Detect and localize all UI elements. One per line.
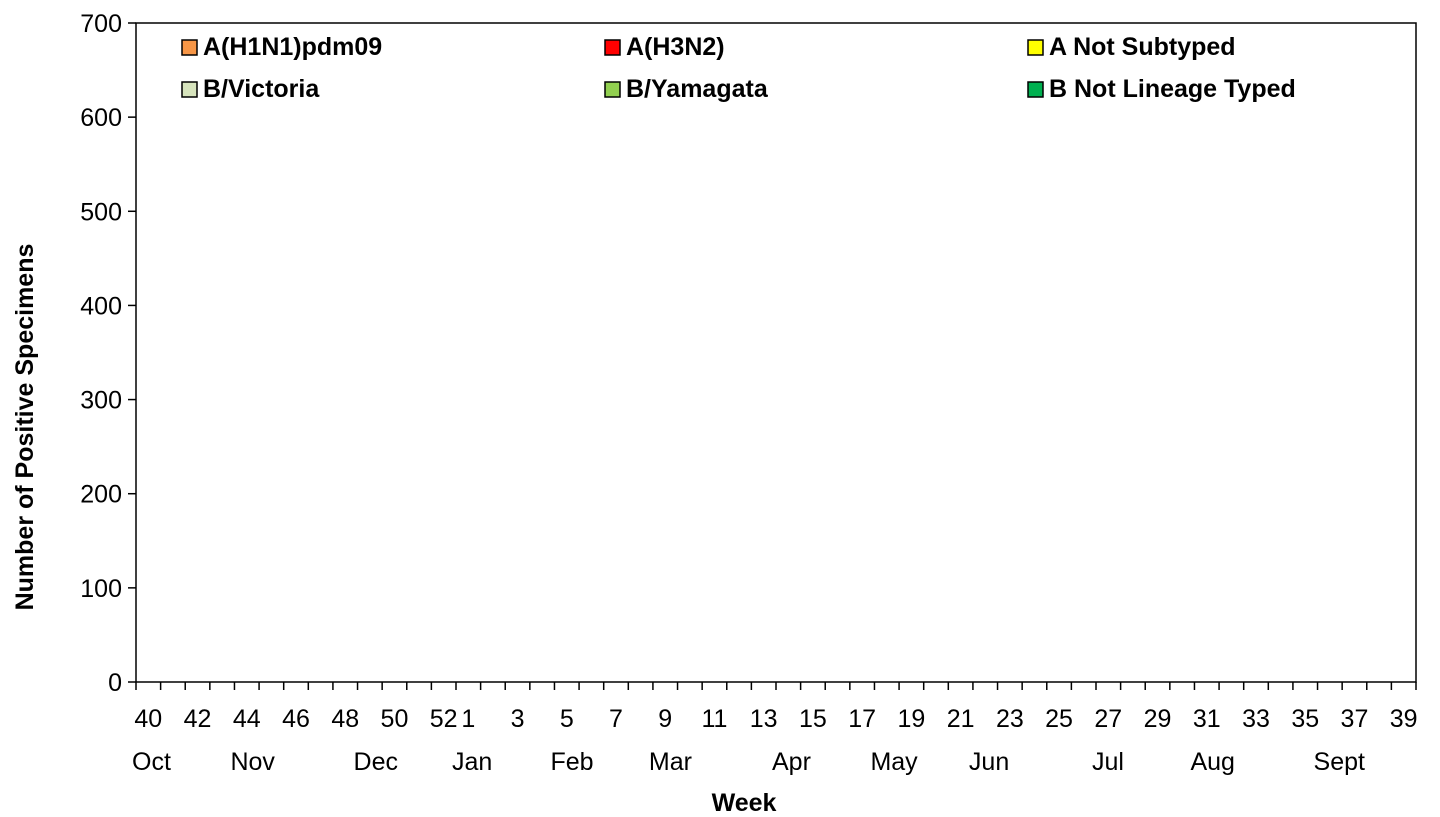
x-tick-label: 5 (560, 705, 574, 733)
x-tick-label: 27 (1094, 705, 1122, 733)
plot-area (135, 22, 1417, 683)
month-label: Oct (132, 748, 171, 776)
legend-swatch (1027, 81, 1044, 98)
y-tick-label: 400 (80, 292, 122, 320)
x-tick-label: 29 (1144, 705, 1172, 733)
x-tick-label: 3 (511, 705, 525, 733)
legend-item: A(H1N1)pdm09 (181, 33, 382, 61)
x-axis: 40 42 44 46 48 50 52 1 3 5 7 9 11 13 15 17 19 21 23 25 27 29 3… (132, 682, 1418, 776)
x-tick-label: 1 (461, 705, 475, 733)
x-axis-title: Week (712, 789, 777, 817)
y-tick-label: 500 (80, 198, 122, 226)
x-tick-label: 23 (996, 705, 1024, 733)
month-label: Sept (1314, 748, 1365, 776)
x-tick-label: 9 (658, 705, 672, 733)
legend: A(H1N1)pdm09 A(H3N2) A Not Subtyped B/Victo… (181, 33, 1296, 103)
x-tick-label: 48 (331, 705, 359, 733)
x-tick-label: 17 (848, 705, 876, 733)
x-tick-label: 25 (1045, 705, 1073, 733)
y-tick-label: 300 (80, 387, 122, 415)
legend-label: B/Victoria (203, 75, 320, 103)
plot-frame (135, 22, 1417, 683)
month-label: Mar (649, 748, 692, 776)
legend-item: B/Yamagata (604, 75, 769, 103)
x-tick-label: 39 (1390, 705, 1418, 733)
legend-label: B Not Lineage Typed (1049, 75, 1296, 103)
x-tick-label: 13 (750, 705, 778, 733)
legend-swatch (604, 39, 621, 56)
month-label: Nov (230, 748, 275, 776)
month-label: Jul (1092, 748, 1124, 776)
y-tick-label: 700 (80, 10, 122, 38)
month-label: Apr (772, 748, 811, 776)
x-tick-label: 11 (701, 705, 727, 733)
legend-label: A(H3N2) (626, 33, 725, 61)
x-tick-label: 21 (947, 705, 975, 733)
legend-item: B/Victoria (181, 75, 320, 103)
legend-swatch (181, 39, 198, 56)
month-label: Jun (969, 748, 1009, 776)
x-tick-label: 52 (430, 705, 458, 733)
legend-item: B Not Lineage Typed (1027, 75, 1296, 103)
x-tick-label: 50 (381, 705, 409, 733)
x-tick-label: 42 (184, 705, 212, 733)
x-tick-label: 15 (799, 705, 827, 733)
legend-item: A Not Subtyped (1027, 33, 1236, 61)
x-tick-label: 37 (1341, 705, 1369, 733)
month-label: Dec (354, 748, 398, 776)
legend-label: B/Yamagata (626, 75, 769, 103)
month-label: May (870, 748, 918, 776)
x-tick-label: 7 (609, 705, 623, 733)
month-label: Feb (550, 748, 593, 776)
y-tick-label: 200 (80, 481, 122, 509)
x-tick-label: 40 (134, 705, 162, 733)
legend-swatch (1027, 39, 1044, 56)
y-tick-label: 0 (108, 669, 122, 697)
legend-label: A Not Subtyped (1049, 33, 1236, 61)
legend-swatch (604, 81, 621, 98)
month-label: Jan (452, 748, 492, 776)
legend-label: A(H1N1)pdm09 (203, 33, 382, 61)
y-tick-label: 100 (80, 575, 122, 603)
month-label: Aug (1190, 748, 1234, 776)
legend-swatch (181, 81, 198, 98)
x-tick-label: 44 (233, 705, 261, 733)
x-tick-label: 19 (897, 705, 925, 733)
x-tick-label: 33 (1242, 705, 1270, 733)
legend-item: A(H3N2) (604, 33, 725, 61)
x-tick-label: 35 (1291, 705, 1319, 733)
x-tick-label: 31 (1193, 705, 1221, 733)
y-tick-label: 600 (80, 104, 122, 132)
y-axis: 0 100 200 300 400 500 600 700 (80, 10, 136, 697)
x-tick-label: 46 (282, 705, 310, 733)
y-axis-title: Number of Positive Specimens (11, 244, 39, 611)
